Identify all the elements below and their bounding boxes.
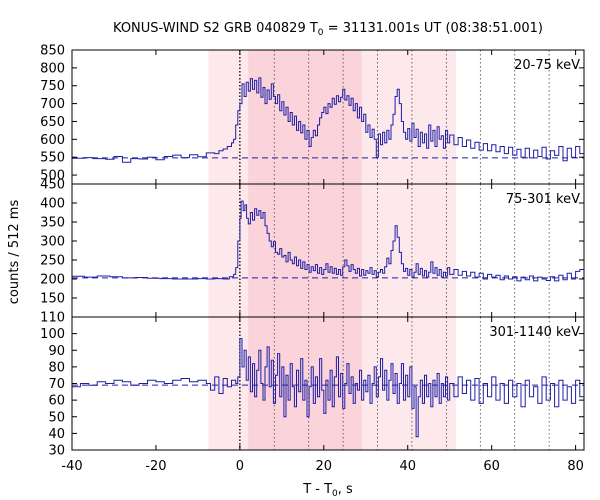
y-tick-label: 80: [48, 360, 65, 375]
energy-band-label: 20-75 keV: [514, 58, 580, 73]
panel-1: 500 550 600 650 700 750 800 850 20-75 keV: [40, 44, 585, 185]
y-tick-label: 700: [40, 97, 65, 112]
y-tick-label: 650: [40, 115, 65, 130]
y-tick-label: 250: [40, 254, 65, 269]
chart-title: KONUS-WIND S2 GRB 040829 T0 = 31131.001s…: [113, 21, 543, 38]
y-tick-label: 110: [40, 311, 65, 326]
energy-band-label: 301-1140 keV: [489, 325, 580, 340]
y-tick-label: 100: [40, 327, 65, 342]
y-axis-label: counts / 512 ms: [7, 200, 22, 305]
y-tick-label: 30: [48, 444, 65, 459]
title-prefix: KONUS-WIND S2 GRB 040829 T: [113, 21, 318, 36]
x-tick-label: 80: [567, 459, 584, 474]
panel-frame: [71, 316, 585, 451]
light-curve-series: [72, 77, 585, 163]
light-curve-series: [72, 338, 585, 438]
y-tick-label: 40: [48, 427, 65, 442]
energy-band-label: 75-301 keV: [506, 192, 580, 207]
y-tick-label: 200: [40, 273, 65, 288]
y-tick-label: 500: [40, 169, 65, 184]
y-tick-label: 50: [48, 410, 65, 425]
xlabel-suffix: , s: [338, 482, 353, 497]
y-tick-label: 800: [40, 61, 65, 76]
x-tick-label: -20: [145, 459, 166, 474]
y-tick-label: 750: [40, 79, 65, 94]
y-tick-label: 350: [40, 216, 65, 231]
y-tick-label: 300: [40, 235, 65, 250]
y-tick-label: 450: [40, 178, 65, 193]
x-tick-label: 0: [236, 459, 244, 474]
y-tick-label: 550: [40, 151, 65, 166]
x-tick-label: 20: [316, 459, 333, 474]
x-axis-label: T - T0, s: [302, 482, 353, 499]
y-tick-label: 150: [40, 292, 65, 307]
x-tick-label: 40: [399, 459, 416, 474]
y-tick-label: 600: [40, 133, 65, 148]
light-curve-series: [72, 200, 585, 282]
x-tick-label: -40: [61, 459, 82, 474]
panel-2: 150 200 250 300 350 400 450 75-301 keV: [40, 178, 585, 318]
y-tick-label: 70: [48, 377, 65, 392]
y-tick-label: 60: [48, 394, 65, 409]
title-subscript: 0: [318, 28, 324, 38]
x-tick-label: 60: [483, 459, 500, 474]
y-tick-label: 850: [40, 44, 65, 59]
xlabel-prefix: T - T: [302, 482, 332, 497]
y-tick-label: 90: [48, 344, 65, 359]
title-suffix: = 31131.001s UT (08:38:51.001): [324, 21, 543, 36]
y-tick-label: 400: [40, 197, 65, 212]
xlabel-subscript: 0: [332, 489, 338, 499]
